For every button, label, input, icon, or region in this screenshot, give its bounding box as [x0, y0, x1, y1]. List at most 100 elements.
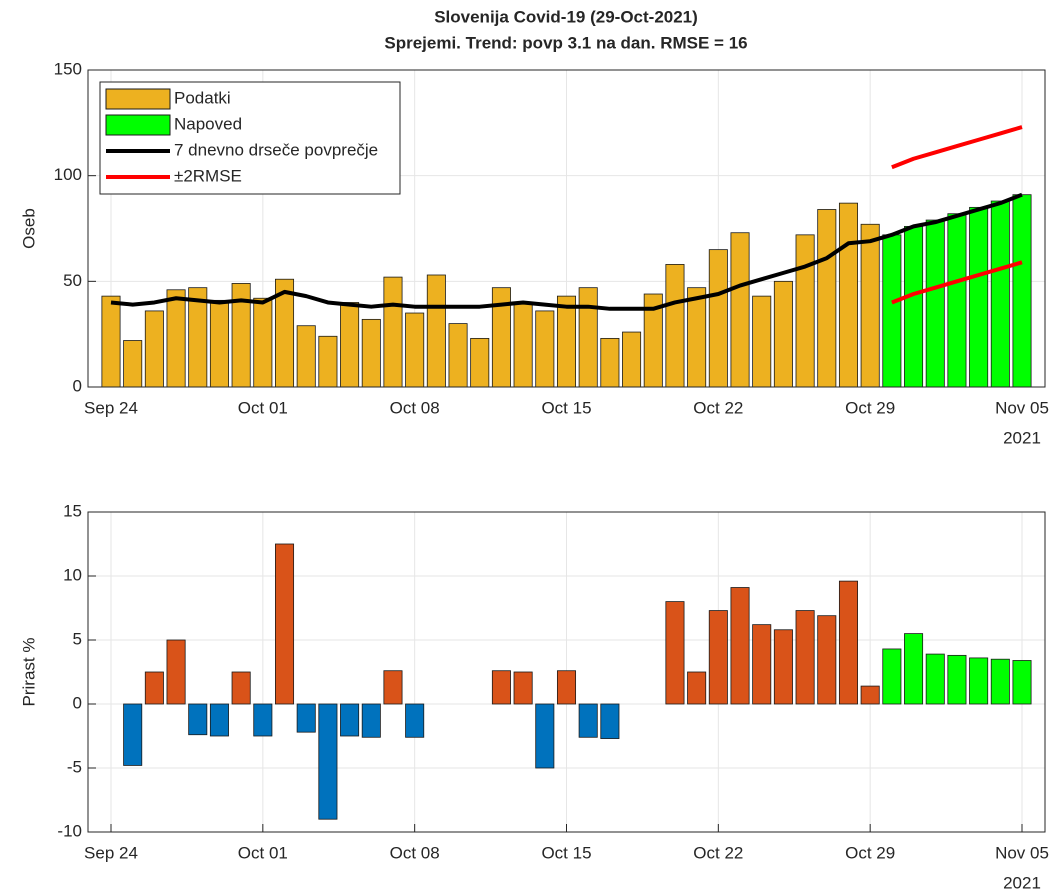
y-tick-label: 10: [63, 565, 82, 584]
bar: [1012, 194, 1032, 388]
plot-frame: [87, 511, 1046, 833]
bar: [188, 703, 208, 736]
bar: [578, 287, 598, 388]
bar: [665, 601, 685, 705]
bar: [947, 654, 967, 705]
bar: [361, 703, 381, 738]
line: [891, 125, 1023, 170]
y-tick-label: 100: [54, 165, 82, 184]
bar: [383, 276, 403, 388]
y-tick-label: 15: [63, 501, 82, 520]
bar: [838, 202, 858, 388]
bar: [578, 703, 598, 738]
bar: [990, 658, 1010, 705]
bar: [144, 310, 164, 388]
bar: [101, 295, 121, 388]
line: [110, 192, 1023, 311]
x-tick-label: Oct 08: [390, 843, 440, 862]
bar: [925, 219, 945, 388]
bar: [838, 580, 858, 705]
chart-title: Slovenija Covid-19 (29-Oct-2021): [434, 7, 698, 26]
chart-subtitle: Sprejemi. Trend: povp 3.1 na dan. RMSE =…: [384, 33, 747, 52]
legend-swatch: [105, 114, 171, 136]
x-tick-label: Oct 01: [238, 843, 288, 862]
y-tick-label: 150: [54, 59, 82, 78]
x-tick-label: Nov 05: [995, 843, 1049, 862]
bar: [340, 703, 360, 737]
bar: [795, 234, 815, 388]
bar: [123, 703, 143, 766]
y-tick-label: 0: [73, 693, 82, 712]
bar: [730, 587, 750, 705]
bar: [708, 610, 728, 705]
bar: [426, 274, 446, 388]
x-tick-label: Oct 15: [541, 398, 591, 417]
bar: [969, 657, 989, 705]
bar: [383, 670, 403, 705]
bar: [730, 232, 750, 388]
legend-label: 7 dnevno drseče povprečje: [174, 140, 378, 159]
bar: [513, 671, 533, 705]
bar: [665, 264, 685, 388]
bar: [491, 670, 511, 705]
bar: [904, 225, 924, 388]
bar: [470, 337, 490, 388]
bar: [882, 234, 902, 388]
bar: [340, 302, 360, 388]
bar: [448, 323, 468, 388]
bar: [795, 610, 815, 705]
y-tick-label: -5: [67, 757, 82, 776]
bar: [860, 223, 880, 388]
x-tick-label: Sep 24: [84, 843, 138, 862]
bar: [123, 340, 143, 388]
bar: [860, 685, 880, 705]
bar: [556, 670, 577, 705]
legend-label: Napoved: [174, 114, 242, 133]
bar: [209, 703, 229, 737]
x-tick-label: Oct 08: [390, 398, 440, 417]
x-year-label: 2021: [1003, 428, 1041, 447]
x-year-label: 2021: [1003, 873, 1041, 890]
plot-frame: [87, 69, 1046, 388]
bar: [144, 671, 164, 705]
y-tick-label: 50: [63, 271, 82, 290]
bar: [752, 624, 772, 705]
bar: [904, 633, 924, 705]
line: [891, 260, 1023, 305]
x-tick-label: Oct 15: [541, 843, 591, 862]
bar: [752, 295, 772, 388]
bar: [253, 297, 273, 388]
y-axis-label: Oseb: [19, 208, 38, 249]
bar: [556, 295, 577, 388]
bar: [600, 703, 620, 739]
bar: [361, 318, 381, 388]
bar: [990, 200, 1010, 388]
x-tick-label: Oct 22: [693, 843, 743, 862]
bar: [253, 703, 273, 737]
bar: [318, 703, 338, 820]
x-tick-label: Nov 05: [995, 398, 1049, 417]
bar: [166, 639, 186, 705]
bar: [535, 703, 555, 769]
bar: [318, 335, 338, 388]
bar: [405, 703, 425, 738]
bar: [296, 325, 316, 388]
x-tick-label: Oct 01: [238, 398, 288, 417]
bar: [817, 615, 837, 705]
legend-swatch: [105, 88, 171, 110]
bar: [687, 287, 707, 388]
bar: [513, 302, 533, 388]
bar: [947, 213, 967, 388]
bar: [882, 648, 902, 705]
bar: [687, 671, 707, 705]
legend-label: Podatki: [174, 88, 231, 107]
x-tick-label: Oct 29: [845, 398, 895, 417]
bar: [773, 280, 793, 388]
bar: [231, 671, 251, 705]
legend-label: ±2RMSE: [174, 166, 242, 185]
y-tick-label: 5: [73, 629, 82, 648]
x-tick-label: Sep 24: [84, 398, 138, 417]
x-tick-label: Oct 22: [693, 398, 743, 417]
bar: [275, 543, 295, 705]
